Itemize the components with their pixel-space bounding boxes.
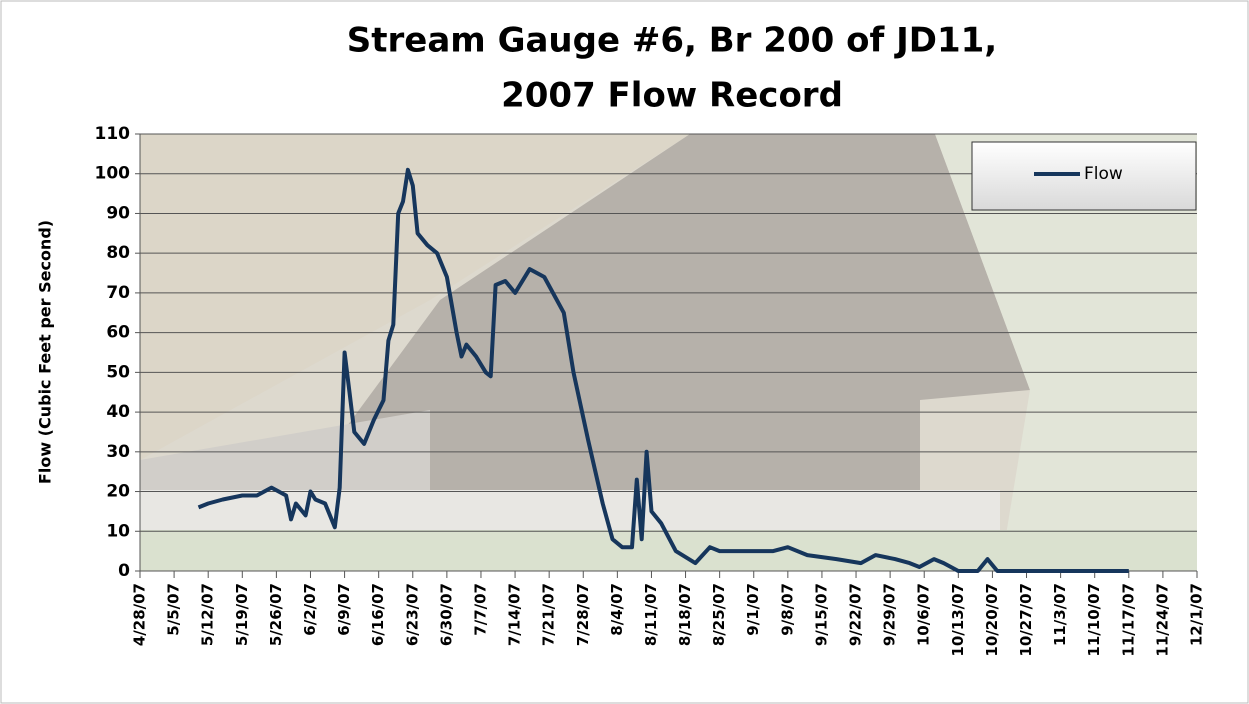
- x-tick-label: 8/4/07: [608, 583, 626, 636]
- x-tick-label: 10/20/07: [983, 583, 1001, 657]
- x-tick-label: 5/12/07: [199, 583, 217, 646]
- x-tick-label: 6/30/07: [437, 583, 455, 646]
- x-tick-label: 6/16/07: [369, 583, 387, 646]
- x-tick-label: 7/14/07: [506, 583, 524, 646]
- x-tick-label: 9/8/07: [778, 583, 796, 636]
- x-tick-label: 9/15/07: [812, 583, 830, 646]
- y-tick-label: 30: [106, 442, 130, 462]
- x-tick-label: 7/28/07: [574, 583, 592, 646]
- legend-label: Flow: [1084, 164, 1123, 184]
- x-tick-label: 11/24/07: [1153, 583, 1171, 657]
- x-tick-label: 12/1/07: [1188, 583, 1206, 646]
- y-tick-label: 80: [106, 243, 130, 263]
- x-tick-label: 5/19/07: [233, 583, 251, 646]
- y-tick-label: 100: [95, 164, 131, 184]
- y-tick-label: 110: [95, 124, 131, 144]
- x-tick-label: 8/25/07: [710, 583, 728, 646]
- x-tick-label: 11/10/07: [1085, 583, 1103, 657]
- chart-title: Stream Gauge #6, Br 200 of JD11,: [347, 21, 997, 61]
- x-tick-label: 10/13/07: [949, 583, 967, 657]
- x-tick-label: 9/22/07: [847, 583, 865, 646]
- chart-title: 2007 Flow Record: [501, 76, 843, 116]
- x-tick-label: 11/17/07: [1119, 583, 1137, 657]
- x-tick-label: 10/27/07: [1017, 583, 1035, 657]
- x-tick-label: 9/1/07: [744, 583, 762, 636]
- y-tick-label: 60: [106, 323, 130, 343]
- x-tick-label: 11/3/07: [1051, 583, 1069, 646]
- x-tick-label: 6/2/07: [301, 583, 319, 636]
- x-tick-label: 6/9/07: [335, 583, 353, 636]
- x-tick-label: 8/11/07: [642, 583, 660, 646]
- x-tick-label: 10/6/07: [915, 583, 933, 646]
- x-tick-label: 8/18/07: [676, 583, 694, 646]
- y-tick-label: 20: [106, 482, 130, 502]
- y-axis-title: Flow (Cubic Feet per Second): [36, 220, 55, 484]
- x-tick-label: 5/26/07: [267, 583, 285, 646]
- x-tick-label: 5/5/07: [165, 583, 183, 636]
- y-tick-label: 0: [118, 561, 130, 581]
- y-tick-label: 70: [106, 283, 130, 303]
- y-tick-label: 50: [106, 362, 130, 382]
- x-tick-label: 7/21/07: [540, 583, 558, 646]
- y-tick-label: 10: [106, 521, 130, 541]
- x-tick-label: 9/29/07: [881, 583, 899, 646]
- chart: Stream Gauge #6, Br 200 of JD11, 2007 Fl…: [0, 0, 1249, 704]
- x-tick-label: 4/28/07: [131, 583, 149, 646]
- y-tick-label: 90: [106, 203, 130, 223]
- y-tick-label: 40: [106, 402, 130, 422]
- x-tick-label: 6/23/07: [403, 583, 421, 646]
- x-tick-label: 7/7/07: [471, 583, 489, 636]
